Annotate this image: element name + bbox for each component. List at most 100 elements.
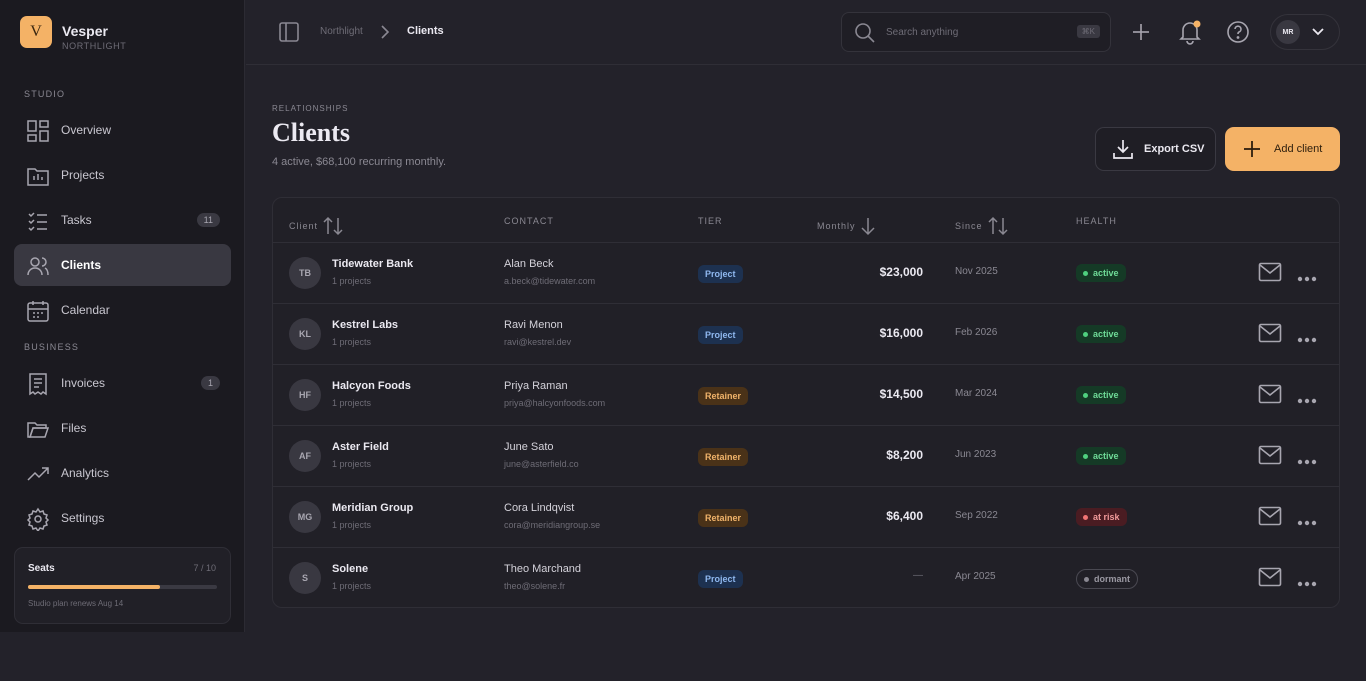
column-header: CONTACT [504,216,554,226]
client-projects: 1 projects [332,520,372,530]
search[interactable]: Search anything ⌘K [841,12,1111,52]
nav-label: Invoices [61,376,106,390]
column-header[interactable]: Since [955,216,1009,236]
contact-name: Cora Lindqvist [504,502,575,514]
add-client-button[interactable]: Add client [1225,127,1340,171]
notifications[interactable] [1178,19,1202,45]
nav-section: BUSINESS [24,342,80,352]
column-header: TIER [698,216,723,226]
email-action[interactable] [1258,323,1282,348]
nav-item[interactable]: Clients [14,244,231,286]
sort-icon [323,216,343,236]
breadcrumb-sep [381,25,390,39]
eyebrow: RELATIONSHIPS [272,104,349,113]
nav-icon [27,168,49,186]
plus-icon [1244,141,1260,157]
client-name[interactable]: Solene [332,563,369,575]
contact-name: Theo Marchand [504,563,582,575]
column-label: Since [955,221,983,231]
health-dot [1083,514,1088,520]
client-avatar: AF [289,440,321,472]
client-projects: 1 projects [332,581,372,591]
more-action[interactable] [1297,391,1317,409]
since: Apr 2025 [955,571,996,582]
client-avatar: MG [289,501,321,533]
search-shortcut: ⌘K [1076,25,1100,38]
column-header[interactable]: Monthly [817,216,876,236]
download-icon [1113,140,1133,159]
more-action[interactable] [1297,330,1317,348]
client-name[interactable]: Aster Field [332,441,389,453]
more-action[interactable] [1297,452,1317,470]
health-pill: active [1076,325,1126,343]
table-row: HF Halcyon Foods 1 projects Priya Raman priy… [273,364,1339,425]
nav-item[interactable]: Analytics [14,452,231,494]
client-projects: 1 projects [332,276,372,286]
add-button[interactable] [1131,22,1151,42]
monthly: $8,200 [886,448,923,462]
client-projects: 1 projects [332,398,372,408]
email-action[interactable] [1258,384,1282,409]
add-client-label: Add client [1274,143,1323,155]
contact-email: priya@halcyonfoods.com [504,398,606,408]
clients-table: Client CONTACT TIER Monthly Since HEALTH TB Tid… [272,197,1340,608]
contact-email: ravi@kestrel.dev [504,337,572,347]
more-action[interactable] [1297,574,1317,592]
chevron [1312,28,1324,36]
health-pill: active [1076,386,1126,404]
dots-icon [1297,581,1317,587]
monthly: — [913,570,923,581]
health-pill: active [1076,447,1126,465]
nav-item[interactable]: Projects [14,154,231,196]
contact-name: Priya Raman [504,380,568,392]
nav-label: Calendar [61,303,110,317]
account-menu[interactable]: MR [1270,14,1340,50]
email-action[interactable] [1258,567,1282,592]
column-header[interactable]: Client [289,216,344,236]
email-action[interactable] [1258,262,1282,287]
breadcrumb-link[interactable]: Northlight [320,26,363,37]
sidebar: V Vesper NORTHLIGHT STUDIO Overview Projec… [0,0,245,632]
tier-pill: Project [698,326,743,344]
client-name[interactable]: Tidewater Bank [332,258,414,270]
contact-email: june@asterfield.co [504,459,579,469]
email-action[interactable] [1258,506,1282,531]
health-label: active [1093,451,1119,461]
monthly: $23,000 [879,265,923,279]
contact-name: June Sato [504,441,554,453]
seats-bar [28,585,161,589]
health-dot [1084,576,1089,582]
column-label: Monthly [817,221,856,231]
breadcrumb-current: Clients [407,25,444,37]
client-name[interactable]: Meridian Group [332,502,414,514]
contact-email: theo@solene.fr [504,581,566,591]
email-action[interactable] [1258,445,1282,470]
nav-item[interactable]: Settings [14,497,231,539]
mail-icon [1258,445,1282,465]
nav-item[interactable]: Files [14,407,231,449]
export-button[interactable]: Export CSV [1095,127,1216,171]
since: Sep 2022 [955,510,998,521]
sort-icon [860,218,875,236]
nav-item[interactable]: Calendar [14,289,231,331]
more-action[interactable] [1297,513,1317,531]
help[interactable] [1226,20,1250,44]
nav-item[interactable]: Tasks 11 [14,199,231,241]
more-action[interactable] [1297,269,1317,287]
nav-section: STUDIO [24,89,66,99]
nav-label: Clients [61,258,102,272]
client-name[interactable]: Halcyon Foods [332,380,411,392]
tier-pill: Project [698,570,743,588]
health-label: at risk [1093,512,1120,522]
client-avatar: S [289,562,321,594]
nav-icon [28,212,47,232]
nav-item[interactable]: Overview [14,109,231,151]
sidebar-toggle[interactable] [278,21,300,43]
nav-icon [26,507,50,531]
client-name[interactable]: Kestrel Labs [332,319,399,331]
column-label: TIER [698,216,723,226]
since: Nov 2025 [955,266,998,277]
nav-item[interactable]: Invoices 1 [14,362,231,404]
tier-pill: Retainer [698,509,749,527]
